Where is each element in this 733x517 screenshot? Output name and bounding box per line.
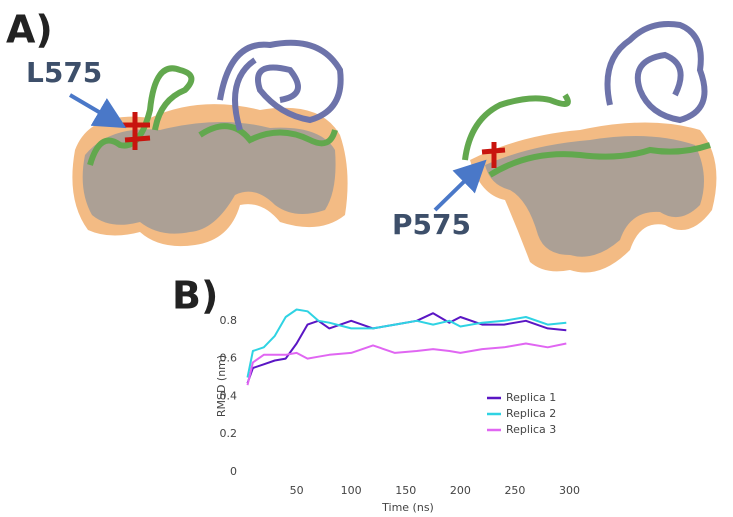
line-series xyxy=(246,312,567,384)
legend-label: Replica 3 xyxy=(506,423,556,436)
y-tick-label: 0.8 xyxy=(220,314,238,327)
panel-label: B) xyxy=(172,274,218,318)
legend-label: Replica 1 xyxy=(506,391,556,404)
x-tick-label: 150 xyxy=(395,484,416,497)
x-tick-label: 100 xyxy=(341,484,362,497)
x-tick-label: 200 xyxy=(450,484,471,497)
legend-label: Replica 2 xyxy=(506,407,556,420)
panel-label: A) xyxy=(6,8,53,52)
residue-label: P575 xyxy=(392,208,471,241)
x-axis-title: Time (ns) xyxy=(381,501,434,514)
x-tick-label: 250 xyxy=(504,484,525,497)
residue-label: L575 xyxy=(26,56,102,89)
line-series xyxy=(246,342,567,386)
line-series xyxy=(246,308,567,378)
x-tick-label: 300 xyxy=(559,484,580,497)
y-tick-label: 0.6 xyxy=(220,352,238,365)
y-tick-label: 0.2 xyxy=(220,427,238,440)
molecule-left xyxy=(68,39,348,247)
y-tick-label: 0.4 xyxy=(220,389,238,402)
y-tick-label: 0 xyxy=(230,465,237,478)
y-axis-title: RMSD (nm) xyxy=(215,355,228,417)
molecule-right xyxy=(433,21,717,273)
x-tick-label: 50 xyxy=(290,484,304,497)
